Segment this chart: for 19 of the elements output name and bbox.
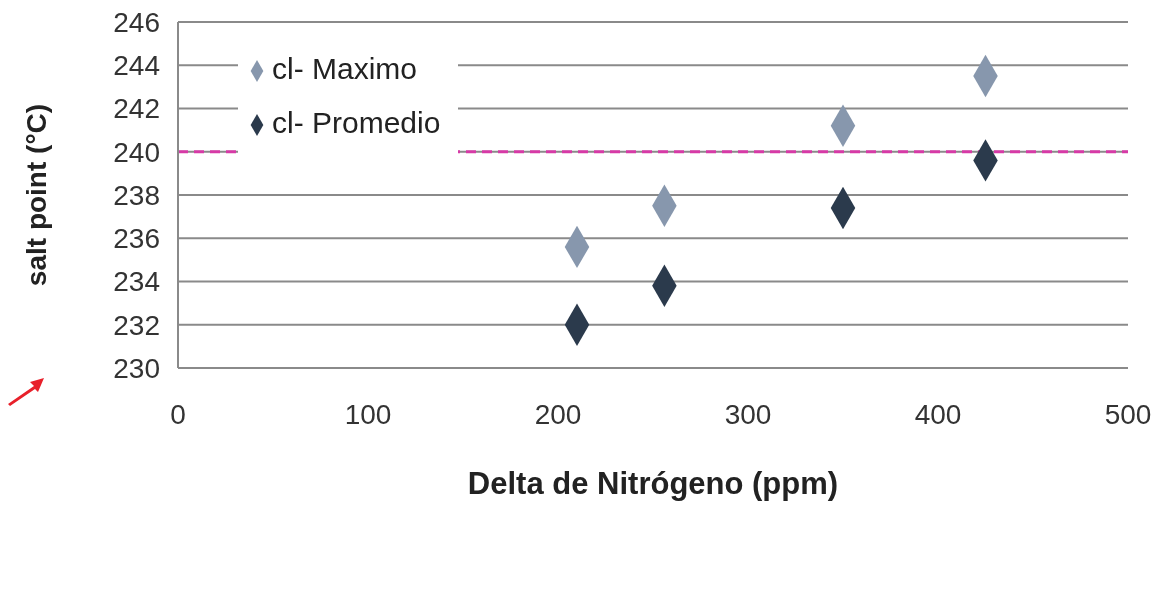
y-tick-label: 246 — [113, 6, 160, 38]
legend-label: cl- Maximo — [272, 52, 418, 85]
y-tick-label: 234 — [113, 266, 160, 298]
x-tick-label: 0 — [170, 398, 186, 430]
y-tick-label: 240 — [113, 136, 160, 168]
y-tick-label: 232 — [113, 309, 160, 341]
legend-label: cl- Promedio — [272, 106, 441, 139]
y-tick-label: 238 — [113, 179, 160, 211]
x-tick-label: 100 — [344, 398, 392, 430]
y-tick-label: 244 — [113, 50, 160, 82]
y-tick-label: 230 — [113, 352, 160, 384]
y-tick-label: 242 — [113, 93, 160, 125]
y-tick-label: 236 — [113, 223, 160, 255]
x-tick-label: 200 — [534, 398, 582, 430]
y-axis-title: salt point (°C) — [20, 103, 52, 287]
x-tick-label: 400 — [914, 398, 962, 430]
x-axis-title: Delta de Nitrógeno (ppm) — [467, 466, 839, 501]
x-tick-label: 500 — [1104, 398, 1152, 430]
x-tick-label: 300 — [724, 398, 772, 430]
